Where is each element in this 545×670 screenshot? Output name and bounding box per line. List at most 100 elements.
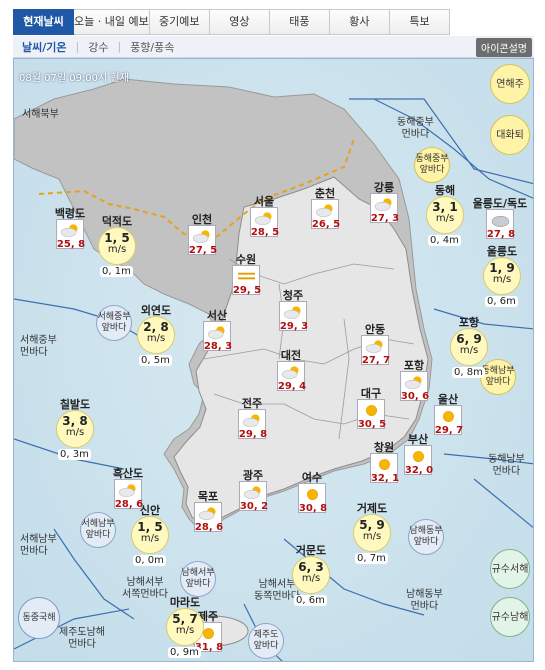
buoy-name: 거문도 bbox=[295, 544, 327, 557]
sea-label: 동해남부 먼바다 bbox=[488, 454, 525, 477]
timestamp: 08월 07일 09:00시 현재 bbox=[19, 73, 129, 84]
cloudy-icon bbox=[490, 213, 511, 228]
zone-circle-east-south[interactable]: 동해남부 앞바다 bbox=[480, 359, 516, 395]
tab-midterm[interactable]: 중기예보 bbox=[149, 9, 210, 35]
wave-height: 0, 7m bbox=[355, 553, 388, 564]
city-name: 광주 bbox=[242, 469, 264, 482]
sunny-icon bbox=[408, 449, 429, 464]
weather-map: 08월 07일 09:00시 현재 연해주 대화퇴 규수서해 규수남해 동중국해… bbox=[13, 58, 534, 662]
region-button-yeonhaeju[interactable]: 연해주 bbox=[490, 64, 530, 104]
partly-cloudy-icon bbox=[254, 211, 275, 226]
city-weather-box[interactable]: 29, 7 bbox=[434, 405, 463, 436]
buoy-wind-circle[interactable]: 1, 9 m/s bbox=[483, 257, 521, 295]
city-temperature: 32, 1 bbox=[370, 473, 400, 484]
city-weather-box[interactable]: 29, 4 bbox=[277, 361, 306, 392]
wind-speed: 1, 5 bbox=[104, 231, 130, 245]
city-weather-box[interactable]: 28, 6 bbox=[114, 479, 143, 510]
zone-circle-south-east[interactable]: 남해동부 앞바다 bbox=[408, 519, 444, 555]
city-weather-box[interactable]: 27, 8 bbox=[486, 209, 515, 240]
wave-height: 0, 1m bbox=[100, 266, 133, 277]
partly-cloudy-icon bbox=[243, 485, 264, 500]
sunny-icon bbox=[374, 457, 395, 472]
buoy-name: 동해 bbox=[434, 184, 456, 197]
region-button-gyusu-south[interactable]: 규수남해 bbox=[490, 597, 530, 637]
city-weather-box[interactable]: 32, 0 bbox=[404, 445, 433, 476]
partly-cloudy-icon bbox=[207, 325, 228, 340]
city-temperature: 30, 6 bbox=[400, 391, 430, 402]
partly-cloudy-icon bbox=[281, 365, 302, 380]
wind-unit: m/s bbox=[140, 533, 160, 544]
city-temperature: 32, 0 bbox=[404, 465, 434, 476]
city-name: 서산 bbox=[206, 309, 228, 322]
tab-yellow-dust[interactable]: 황사 bbox=[329, 9, 390, 35]
wave-height: 0, 5m bbox=[139, 355, 172, 366]
region-button-east-china-sea[interactable]: 동중국해 bbox=[18, 597, 60, 639]
partly-cloudy-icon bbox=[374, 197, 395, 212]
city-name: 목포 bbox=[197, 490, 219, 503]
tab-today-tomorrow[interactable]: 오늘 · 내일 예보 bbox=[74, 9, 150, 35]
subtab-precipitation[interactable]: 강수 bbox=[88, 40, 109, 54]
buoy-name: 울릉도 bbox=[486, 245, 518, 258]
city-temperature: 28, 6 bbox=[194, 522, 224, 533]
city-weather-box[interactable]: 27, 5 bbox=[188, 225, 217, 256]
tab-current-weather[interactable]: 현재날씨 bbox=[13, 9, 75, 35]
buoy-wind-circle[interactable]: 6, 9 m/s bbox=[450, 328, 488, 366]
buoy-name: 외연도 bbox=[140, 304, 172, 317]
city-name: 대전 bbox=[280, 349, 302, 362]
city-weather-box[interactable]: 29, 5 bbox=[232, 265, 261, 296]
city-weather-box[interactable]: 25, 8 bbox=[56, 219, 85, 250]
buoy-wind-circle[interactable]: 1, 5 m/s bbox=[98, 227, 136, 265]
zone-circle-west-south[interactable]: 서해남부 앞바다 bbox=[80, 512, 116, 548]
wind-unit: m/s bbox=[301, 573, 321, 584]
buoy-wind-circle[interactable]: 2, 8 m/s bbox=[137, 316, 175, 354]
city-weather-box[interactable]: 27, 3 bbox=[370, 193, 399, 224]
sea-label: 서해북부 bbox=[22, 109, 59, 120]
city-weather-box[interactable]: 29, 3 bbox=[279, 301, 308, 332]
region-button-gyusu-west[interactable]: 규수서해 bbox=[490, 549, 530, 589]
city-name: 서울 bbox=[253, 195, 275, 208]
city-weather-box[interactable]: 28, 3 bbox=[203, 321, 232, 352]
region-button-daehwatoe[interactable]: 대화퇴 bbox=[490, 115, 530, 155]
buoy-wind-circle[interactable]: 3, 8 m/s bbox=[56, 410, 94, 448]
tab-video[interactable]: 영상 bbox=[209, 9, 270, 35]
buoy-wind-circle[interactable]: 3, 1 m/s bbox=[426, 196, 464, 234]
zone-circle-south-west[interactable]: 남해서부 앞바다 bbox=[180, 561, 216, 597]
main-tabs: 현재날씨 오늘 · 내일 예보 중기예보 영상 태풍 황사 특보 bbox=[13, 9, 450, 35]
city-name: 백령도 bbox=[54, 207, 86, 220]
zone-circle-jeju[interactable]: 제주도 앞바다 bbox=[248, 623, 284, 659]
city-weather-box[interactable]: 32, 1 bbox=[370, 453, 399, 484]
wave-height: 0, 4m bbox=[428, 235, 461, 246]
buoy-wind-circle[interactable]: 5, 7 m/s bbox=[166, 608, 204, 646]
wind-speed: 5, 7 bbox=[172, 612, 198, 626]
city-weather-box[interactable]: 29, 8 bbox=[238, 409, 267, 440]
partly-cloudy-icon bbox=[198, 506, 219, 521]
city-temperature: 30, 5 bbox=[357, 419, 387, 430]
city-weather-box[interactable]: 30, 5 bbox=[357, 399, 386, 430]
city-temperature: 29, 5 bbox=[232, 285, 262, 296]
zone-circle-west-central[interactable]: 서해중부 앞바다 bbox=[96, 305, 132, 341]
icon-help-button[interactable]: 아이콘설명 bbox=[476, 38, 532, 57]
subtab-weather-temp[interactable]: 날씨/기온 bbox=[22, 40, 67, 54]
subtab-wind[interactable]: 풍향/풍속 bbox=[130, 40, 175, 54]
city-weather-box[interactable]: 28, 6 bbox=[194, 502, 223, 533]
buoy-wind-circle[interactable]: 5, 9 m/s bbox=[353, 514, 391, 552]
sunny-icon bbox=[198, 626, 219, 641]
city-weather-box[interactable]: 27, 7 bbox=[361, 335, 390, 366]
zone-circle-east-central[interactable]: 동해중부 앞바다 bbox=[414, 147, 450, 183]
buoy-wind-circle[interactable]: 1, 5 m/s bbox=[131, 516, 169, 554]
city-weather-box[interactable]: 28, 5 bbox=[250, 207, 279, 238]
wind-unit: m/s bbox=[107, 244, 127, 255]
city-name: 수원 bbox=[235, 253, 257, 266]
city-weather-box[interactable]: 30, 6 bbox=[400, 371, 429, 402]
city-name: 전주 bbox=[241, 397, 263, 410]
buoy-wind-circle[interactable]: 6, 3 m/s bbox=[292, 556, 330, 594]
city-weather-box[interactable]: 26, 5 bbox=[311, 199, 340, 230]
buoy-name: 신안 bbox=[139, 504, 161, 517]
city-weather-box[interactable]: 30, 8 bbox=[298, 483, 327, 514]
tab-typhoon[interactable]: 태풍 bbox=[269, 9, 330, 35]
sea-label: 남해서부 서쪽먼바다 bbox=[122, 577, 168, 600]
city-weather-box[interactable]: 30, 2 bbox=[239, 481, 268, 512]
tab-warnings[interactable]: 특보 bbox=[389, 9, 450, 35]
sunny-icon bbox=[302, 487, 323, 502]
city-name: 강릉 bbox=[373, 181, 395, 194]
